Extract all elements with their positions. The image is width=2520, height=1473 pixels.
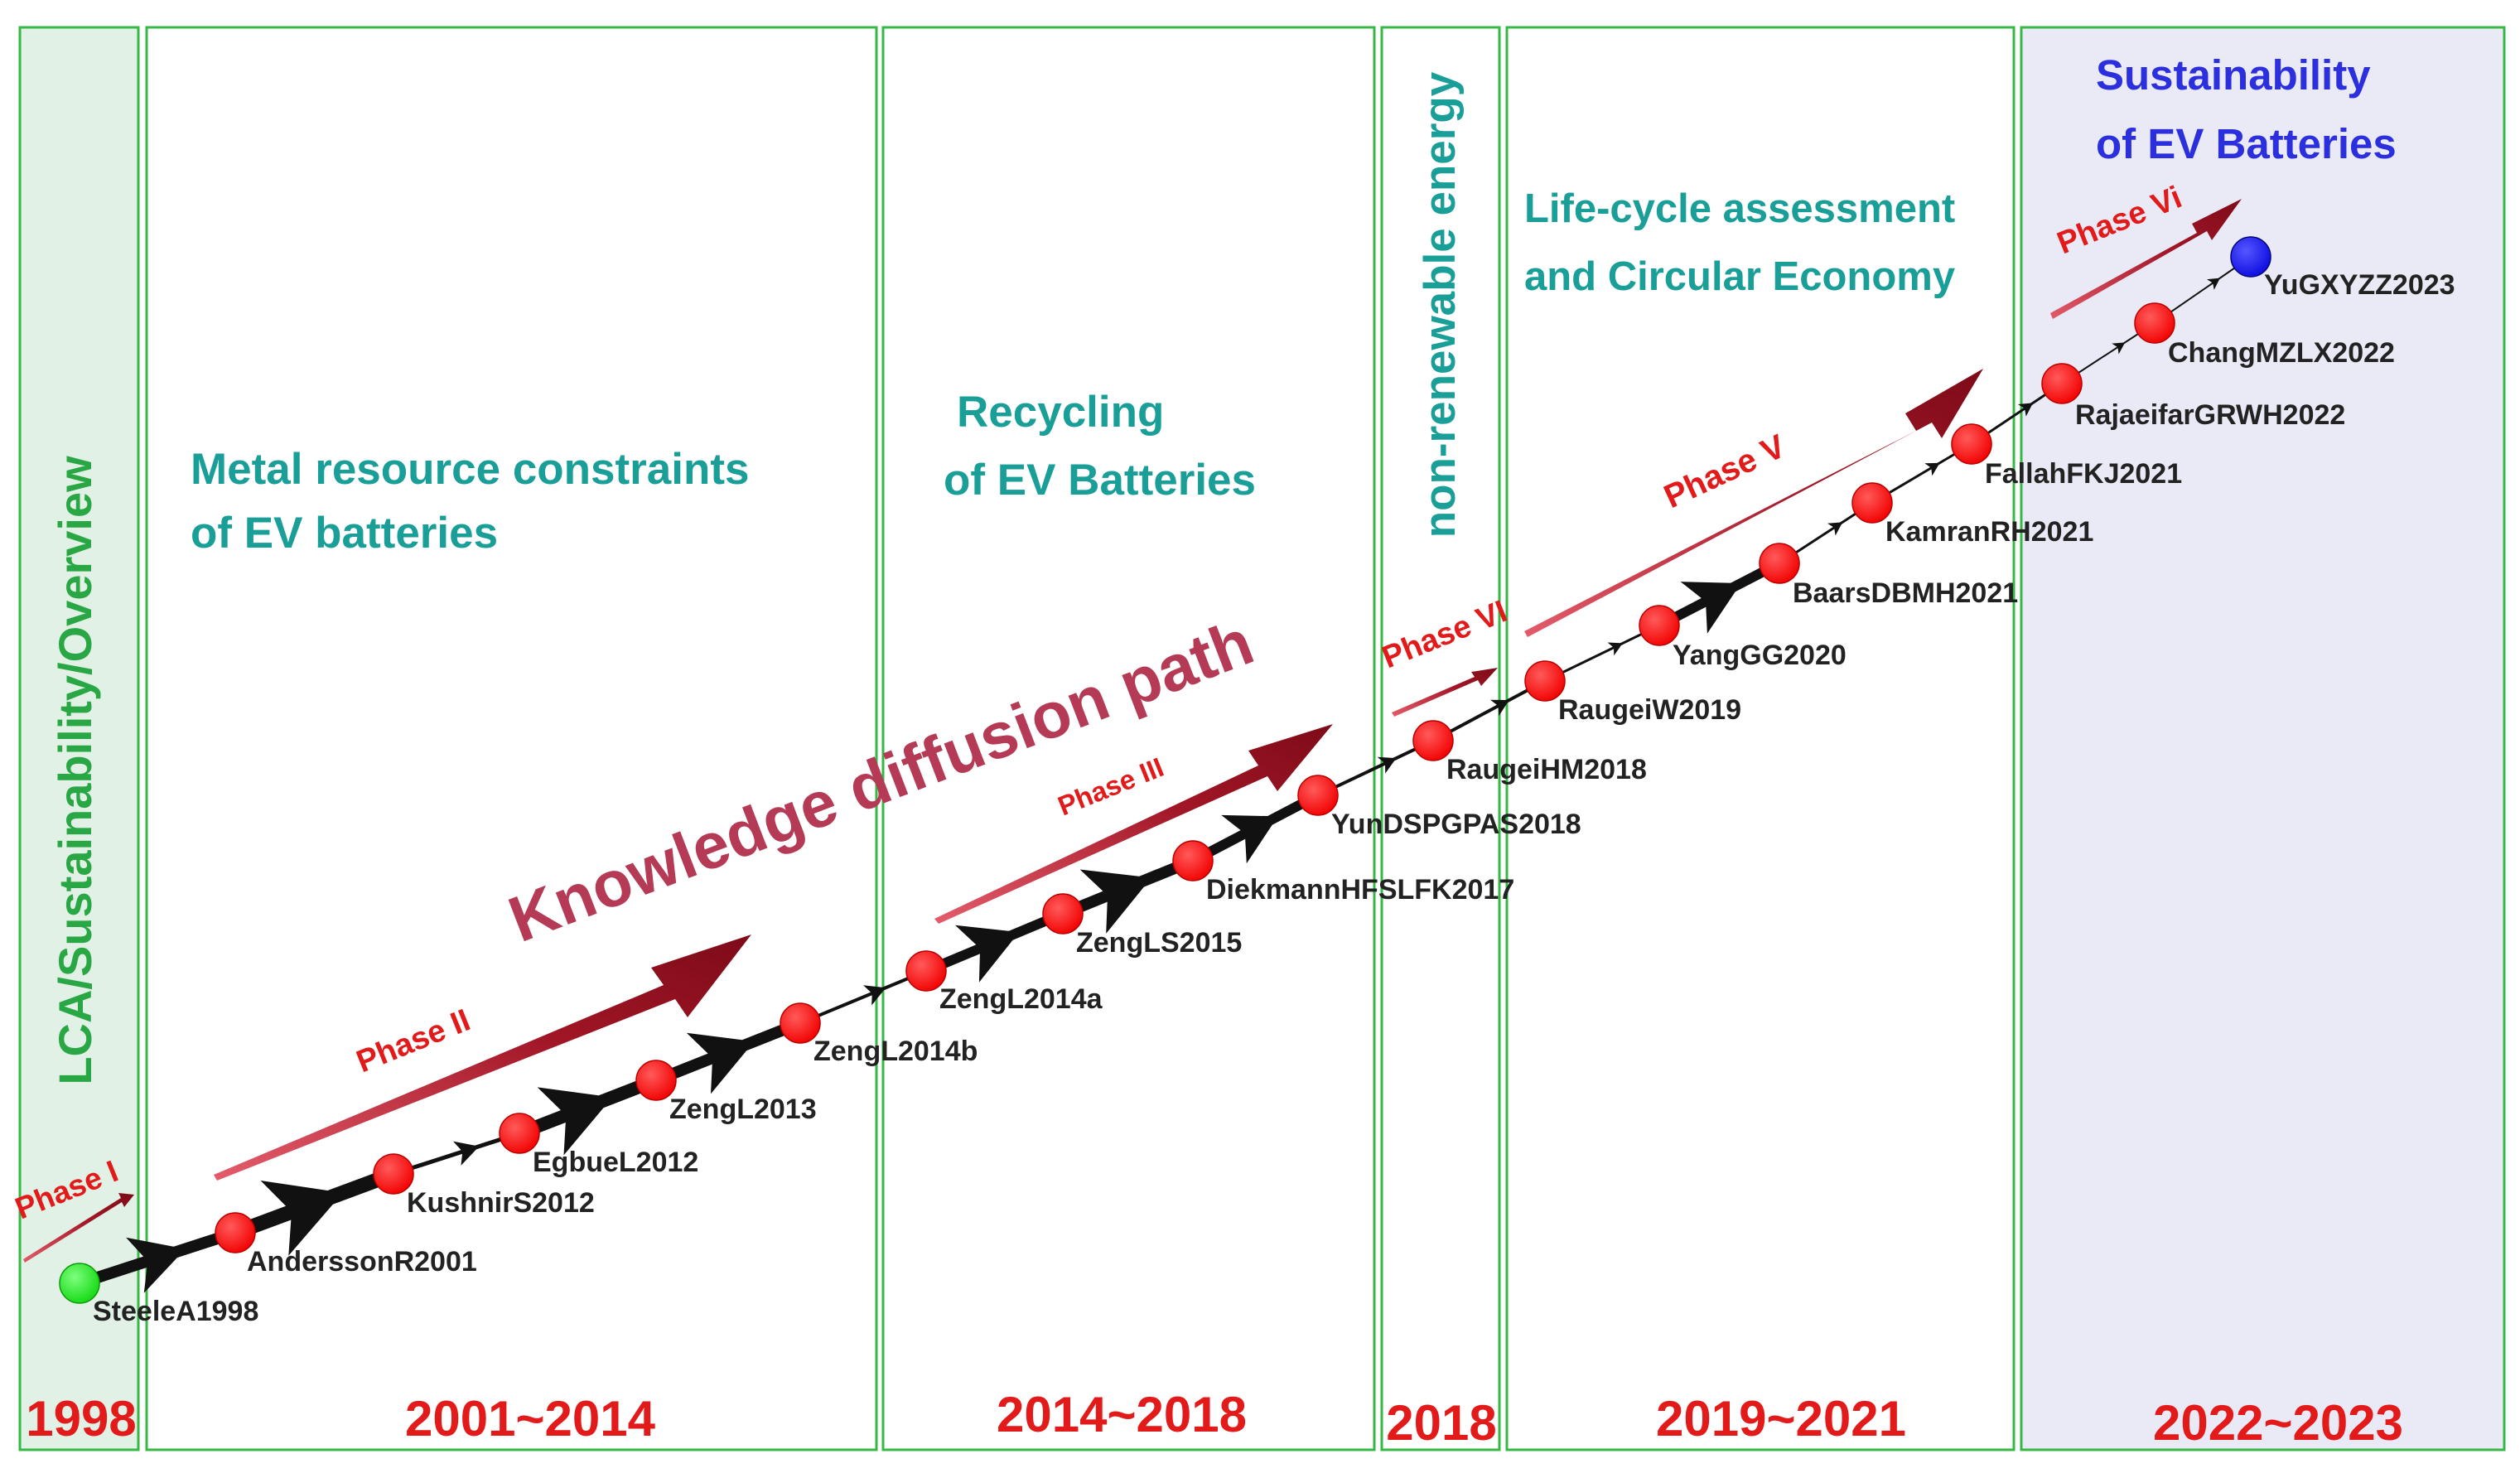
phase-arrows — [23, 199, 2242, 1263]
year-label: 2014~2018 — [997, 1387, 1247, 1442]
citation-edge-arrowhead — [2112, 342, 2126, 355]
citation-edge — [1316, 739, 1435, 797]
citation-edge-arrowhead — [260, 1181, 343, 1256]
year-label: 1998 — [26, 1391, 136, 1446]
year-labels: 1998 2001~2014 2014~2018 2018 2019~2021 … — [26, 1387, 2403, 1451]
citation-node-label: RaugeiHM2018 — [1446, 754, 1647, 785]
topic-label: Recycling — [957, 388, 1164, 437]
citation-edge-arrowhead — [537, 1087, 613, 1156]
topic-label: and Circular Economy — [1524, 254, 1955, 299]
citation-node[interactable] — [373, 1153, 414, 1195]
citation-edges — [74, 256, 2252, 1293]
citation-node[interactable] — [1851, 482, 1893, 524]
phase-arrow — [2050, 199, 2242, 319]
phase-arrow — [934, 724, 1333, 924]
phase-arrow — [23, 1193, 134, 1263]
citation-edge-arrowhead — [955, 925, 1020, 983]
citation-edge-arrowhead — [1924, 462, 1940, 476]
citation-edge-arrowhead — [126, 1237, 186, 1293]
citation-node-label: ZengL2014a — [939, 983, 1103, 1015]
citation-edge-arrowhead — [686, 1032, 755, 1094]
citation-node[interactable] — [215, 1212, 256, 1253]
citation-edge — [1543, 624, 1661, 683]
year-label: 2018 — [1386, 1395, 1496, 1451]
citation-node-label: ZengLS2015 — [1076, 927, 1242, 959]
citation-edge-arrowhead — [1490, 699, 1509, 717]
citation-edge-arrowhead — [1221, 814, 1278, 864]
citation-node[interactable] — [1524, 660, 1566, 702]
citation-edge — [1431, 679, 1547, 742]
period-panel-2019-2021 — [1505, 26, 2016, 1451]
citation-node-label: AnderssonR2001 — [247, 1246, 477, 1277]
topic-label: of EV Batteries — [2096, 120, 2397, 167]
year-label: 2022~2023 — [2153, 1395, 2403, 1451]
citation-node[interactable] — [2230, 236, 2271, 278]
citation-edge-arrowhead — [453, 1141, 480, 1166]
citation-nodes — [59, 236, 2271, 1304]
citation-edge — [391, 1131, 522, 1176]
citation-node[interactable] — [635, 1060, 677, 1101]
citation-node-label: YunDSPGPAS2018 — [1331, 809, 1581, 840]
citation-node-label: ZengL2013 — [669, 1094, 817, 1125]
citation-node[interactable] — [780, 1002, 821, 1044]
citation-node[interactable] — [905, 950, 947, 992]
year-label: 2019~2021 — [1656, 1391, 1906, 1446]
citation-node[interactable] — [2134, 302, 2175, 344]
citation-node-labels: SteeleA1998 AnderssonR2001 KushnirS2012 Egb… — [93, 269, 2455, 1327]
citation-edge-arrowhead — [1680, 582, 1741, 634]
citation-node[interactable] — [499, 1113, 540, 1154]
citation-node-label: YangGG2020 — [1673, 640, 1847, 671]
citation-node[interactable] — [1042, 893, 1084, 935]
citation-node-label: KamranRH2021 — [1885, 516, 2093, 548]
period-panel-2001-2014 — [145, 26, 878, 1451]
citation-edge-arrowhead — [863, 985, 886, 1006]
topic-label: LCA/Sustainability/Overview — [49, 456, 101, 1085]
citation-node-label: YuGXYZZ2023 — [2264, 269, 2455, 301]
citation-node-label: FallahFKJ2021 — [1985, 458, 2182, 490]
citation-edge-arrowhead — [2017, 403, 2034, 417]
citation-node[interactable] — [1639, 605, 1680, 646]
topic-label: of EV Batteries — [944, 456, 1256, 505]
citation-node-label: ZengL2014b — [813, 1036, 978, 1067]
topic-label: Life-cycle assessment — [1524, 186, 1955, 231]
citation-edge — [799, 969, 928, 1025]
period-panel-1998 — [18, 26, 140, 1451]
citation-node-label: RaugeiW2019 — [1558, 694, 1741, 726]
topic-label: Sustainability — [2096, 51, 2371, 99]
phase-arrow — [1392, 668, 1498, 717]
phase-arrow — [1524, 369, 1983, 637]
citation-edge-arrowhead — [1607, 642, 1623, 656]
citation-node[interactable] — [1412, 720, 1454, 761]
topic-label: non-renewable energy — [1416, 71, 1465, 538]
citation-node[interactable] — [59, 1263, 100, 1304]
citation-node[interactable] — [1297, 775, 1339, 816]
period-panels — [18, 26, 2506, 1451]
citation-node-label: SteeleA1998 — [93, 1296, 258, 1327]
citation-node-label: DiekmannHFSLFK2017 — [1206, 874, 1514, 906]
topic-label: of EV batteries — [191, 509, 498, 558]
citation-edge-arrowhead — [1377, 756, 1397, 774]
citation-edge-arrowhead — [2207, 278, 2220, 290]
citation-node[interactable] — [1951, 423, 1992, 465]
citation-node[interactable] — [2041, 363, 2083, 404]
citation-node-label: KushnirS2012 — [407, 1187, 595, 1219]
year-label: 2001~2014 — [405, 1391, 656, 1446]
citation-node[interactable] — [1759, 543, 1800, 584]
citation-edge-arrowhead — [1079, 869, 1151, 934]
citation-node-label: BaarsDBMH2021 — [1793, 577, 2018, 609]
citation-edge-arrowhead — [1827, 522, 1843, 536]
citation-node-label: ChangMZLX2022 — [2168, 337, 2395, 369]
topic-label: Metal resource constraints — [191, 445, 750, 494]
citation-node-label: RajaeifarGRWH2022 — [2075, 399, 2345, 431]
topic-labels: LCA/Sustainability/Overview Metal resour… — [49, 51, 2397, 1085]
phase-arrow — [214, 935, 751, 1181]
citation-node[interactable] — [1172, 840, 1214, 881]
citation-node-label: EgbueL2012 — [533, 1147, 698, 1178]
